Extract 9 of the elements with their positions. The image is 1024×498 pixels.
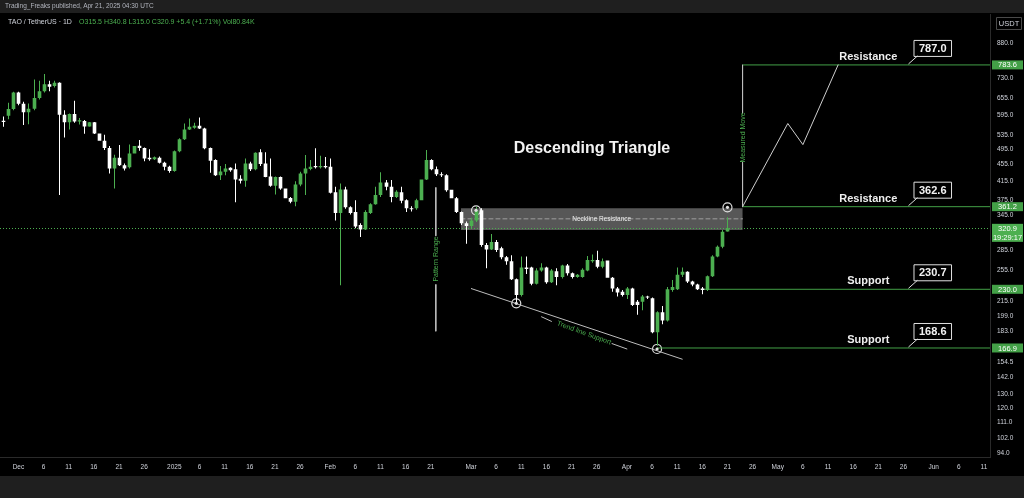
annotation: 230.7 (918, 266, 947, 279)
annotation: Resistance (839, 49, 898, 62)
annotation: 787.0 (918, 41, 947, 54)
annotation: 362.6 (918, 183, 947, 196)
annotation: Support (847, 274, 890, 287)
annotation: Support (847, 332, 890, 345)
text: Descending Triangle (513, 139, 671, 157)
annotation: Resistance (839, 191, 898, 204)
annotation: 168.6 (918, 325, 947, 338)
